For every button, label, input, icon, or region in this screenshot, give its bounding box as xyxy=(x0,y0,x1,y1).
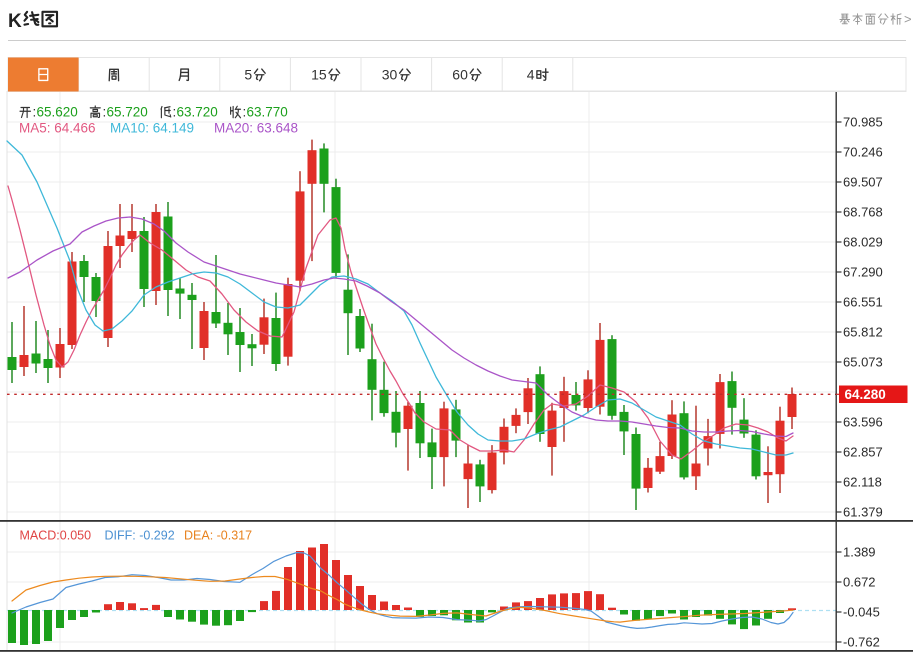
svg-text::: : xyxy=(173,105,177,120)
svg-text:63.596: 63.596 xyxy=(843,415,883,430)
svg-text:MACD:0.050: MACD:0.050 xyxy=(20,529,92,543)
svg-text:65.073: 65.073 xyxy=(843,355,883,370)
svg-text:65.620: 65.620 xyxy=(37,105,78,120)
svg-text::: : xyxy=(243,105,247,120)
svg-text:0.672: 0.672 xyxy=(843,575,876,590)
svg-text:64.280: 64.280 xyxy=(845,387,886,402)
svg-text:62.118: 62.118 xyxy=(843,475,882,490)
svg-text:15: 15 xyxy=(311,67,327,83)
svg-text:DIFF: -0.292: DIFF: -0.292 xyxy=(105,529,175,543)
svg-text:1.389: 1.389 xyxy=(843,545,876,560)
svg-text:60: 60 xyxy=(452,67,468,83)
svg-text:61.379: 61.379 xyxy=(843,505,883,520)
svg-text:70.246: 70.246 xyxy=(843,145,883,160)
svg-text:DEA: -0.317: DEA: -0.317 xyxy=(184,529,252,543)
svg-text:68.768: 68.768 xyxy=(843,205,883,220)
svg-text:62.857: 62.857 xyxy=(843,445,883,460)
svg-text:-0.762: -0.762 xyxy=(843,635,880,650)
svg-text:70.985: 70.985 xyxy=(843,115,883,130)
svg-text:65.812: 65.812 xyxy=(843,325,883,340)
svg-text:69.507: 69.507 xyxy=(843,175,883,190)
svg-text::: : xyxy=(33,105,37,120)
svg-text:-0.045: -0.045 xyxy=(843,605,880,620)
svg-text:MA20: 63.648: MA20: 63.648 xyxy=(214,121,298,136)
svg-text:68.029: 68.029 xyxy=(843,235,883,250)
svg-text::: : xyxy=(103,105,107,120)
svg-text:67.290: 67.290 xyxy=(843,265,883,280)
svg-text:66.551: 66.551 xyxy=(843,295,883,310)
svg-text:5: 5 xyxy=(244,67,252,83)
svg-text:30: 30 xyxy=(382,67,398,83)
svg-text:63.720: 63.720 xyxy=(177,105,218,120)
svg-text:4: 4 xyxy=(527,67,535,83)
svg-text:MA10: 64.149: MA10: 64.149 xyxy=(110,121,194,136)
svg-text:65.720: 65.720 xyxy=(107,105,148,120)
svg-text:MA5: 64.466: MA5: 64.466 xyxy=(19,121,96,136)
svg-text:K: K xyxy=(8,11,22,32)
svg-text:>: > xyxy=(904,12,912,27)
svg-text:63.770: 63.770 xyxy=(247,105,288,120)
